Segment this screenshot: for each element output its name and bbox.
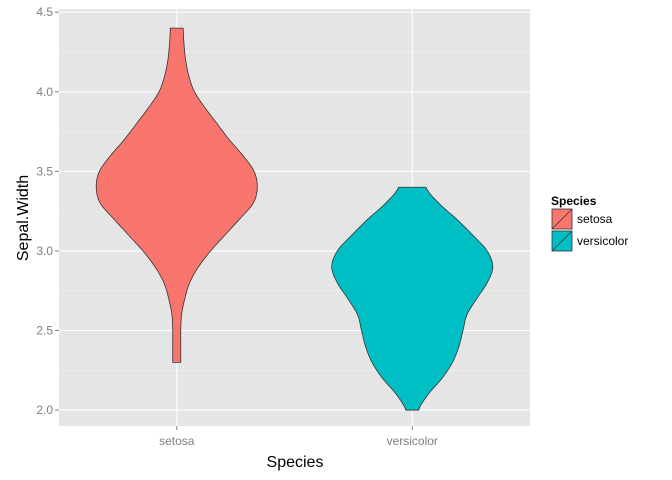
x-axis-ticks: setosa versicolor (159, 426, 438, 448)
y-tick-label: 2.5 (36, 324, 53, 338)
violin-versicolor (331, 186, 494, 411)
x-tick-label: setosa (159, 434, 195, 448)
y-tick-label: 3.0 (36, 244, 53, 258)
legend-key-slash (551, 230, 573, 252)
legend: Species setosa versicolor (550, 194, 628, 253)
violin-setosa (95, 27, 258, 363)
y-tick-label: 2.0 (36, 403, 53, 417)
legend-title: Species (551, 194, 597, 208)
y-axis-ticks: 2.0 2.5 3.0 3.5 4.0 4.5 (36, 5, 59, 417)
legend-keys: setosa versicolor (550, 207, 628, 253)
x-tick-label: versicolor (387, 434, 438, 448)
legend-label-setosa: setosa (577, 212, 613, 226)
violins (95, 27, 494, 411)
y-tick-label: 3.5 (36, 164, 53, 178)
y-tick-label: 4.5 (36, 5, 53, 19)
legend-label-versicolor: versicolor (577, 234, 628, 248)
y-axis-title: Sepal.Width (15, 175, 32, 261)
legend-key-slash (551, 208, 573, 230)
x-axis-title: Species (267, 454, 324, 471)
y-tick-label: 4.0 (36, 85, 53, 99)
